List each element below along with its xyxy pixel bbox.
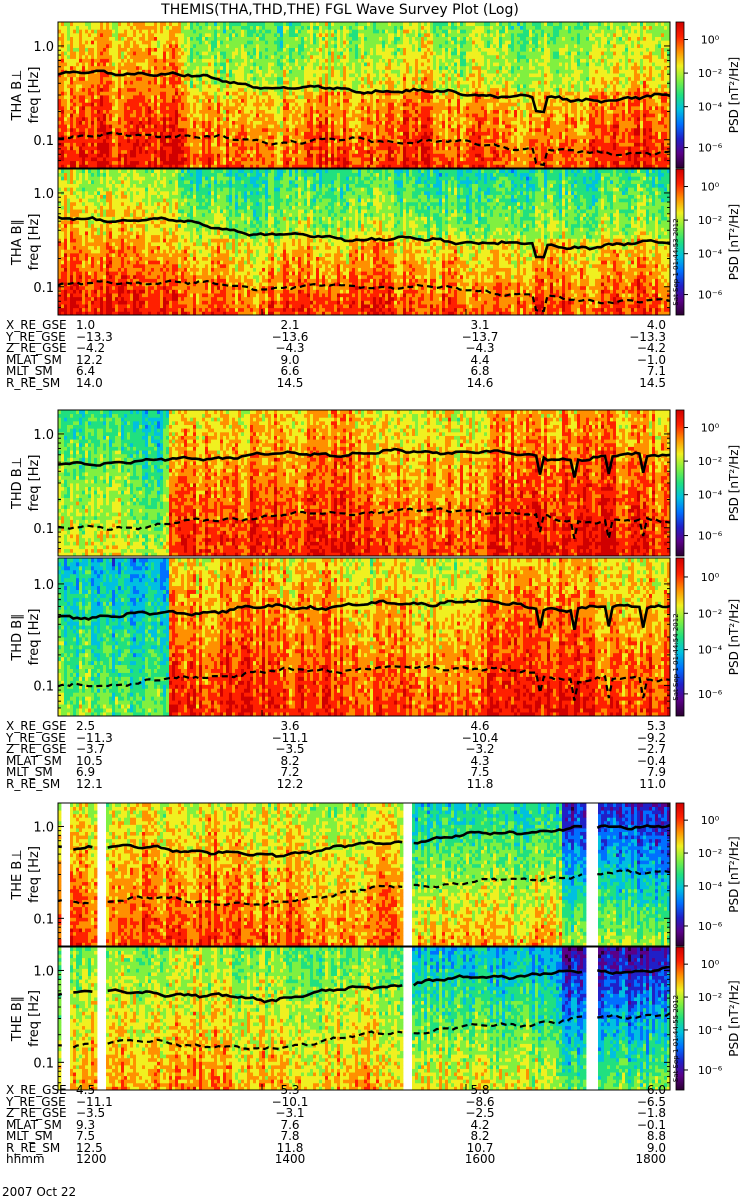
colorbar-label: PSD [nT²/Hz] bbox=[727, 204, 741, 280]
y-tick-label: 0.1 bbox=[33, 134, 54, 149]
the-panel-par: 1.0 0.1 freq [Hz]THE B∥ 10⁰ 10⁻² 10⁻⁴ 10⁻⁶ PSD … bbox=[10, 947, 741, 1090]
colorbar-label: PSD [nT²/Hz] bbox=[727, 599, 741, 675]
colorbar-tick-label: 10⁰ bbox=[701, 181, 720, 194]
date-label: 2007 Oct 22 bbox=[2, 1186, 76, 1198]
colorbar-tick-label: 10⁻⁶ bbox=[698, 688, 723, 701]
colorbar-tick-label: 10⁰ bbox=[701, 34, 720, 47]
colorbar-tick-label: 10⁻⁶ bbox=[698, 1064, 723, 1077]
y-tick-label: 0.1 bbox=[33, 522, 54, 537]
ephemeris-value: 14.5 bbox=[639, 378, 666, 390]
panel-name: THA B⊥ bbox=[10, 70, 25, 122]
panel-name: THD B∥ bbox=[10, 613, 25, 661]
timestamp-stamp: Sat Sep 1 01:44:55 2012 bbox=[672, 995, 680, 1082]
colorbar: 10⁰ 10⁻² 10⁻⁴ 10⁻⁶ PSD [nT²/Hz] bbox=[676, 169, 741, 315]
colorbar: 10⁰ 10⁻² 10⁻⁴ 10⁻⁶ PSD [nT²/Hz] bbox=[676, 558, 741, 716]
ephemeris-value: 1600 bbox=[465, 1154, 496, 1166]
y-tick-label: 1.0 bbox=[33, 187, 54, 202]
the-ephemeris-table: X_RE_GSE 4.5 5.3 5.8 6.0 Y_RE_GSE −11.1 −10.1 −8… bbox=[0, 1085, 680, 1166]
ephemeris-row: R_RE_SM 14.0 14.5 14.6 14.5 bbox=[0, 378, 680, 390]
panel-ylabel: freq [Hz] bbox=[27, 990, 42, 1047]
colorbar-tick-label: 10⁻⁶ bbox=[698, 289, 723, 302]
ephemeris-row: MLAT_SM 12.2 9.0 4.4 −1.0 bbox=[0, 355, 680, 367]
ephemeris-value: 11.0 bbox=[639, 779, 666, 791]
panel-ylabel: freq [Hz] bbox=[27, 609, 42, 666]
thd-ephemeris-table: X_RE_GSE 2.5 3.6 4.6 5.3 Y_RE_GSE −11.3 −11.1 −1… bbox=[0, 721, 680, 790]
colorbar-tick-label: 10⁻² bbox=[698, 607, 722, 620]
thd-panel-par: 1.0 0.1 freq [Hz]THD B∥ 10⁰ 10⁻² 10⁻⁴ 10⁻⁶ PSD … bbox=[10, 558, 741, 716]
ephemeris-label: hhmm bbox=[6, 1154, 45, 1166]
colorbar-tick-label: 10⁻⁴ bbox=[698, 248, 723, 261]
y-tick-label: 1.0 bbox=[33, 820, 54, 835]
y-tick-label: 1.0 bbox=[33, 428, 54, 443]
ephemeris-row: hhmm 1200 1400 1600 1800 bbox=[0, 1154, 680, 1166]
colorbar-label: PSD [nT²/Hz] bbox=[727, 836, 741, 912]
colorbar-label: PSD [nT²/Hz] bbox=[727, 445, 741, 521]
colorbar-tick-label: 10⁰ bbox=[701, 571, 720, 584]
colorbar-tick-label: 10⁰ bbox=[701, 814, 720, 827]
colorbar-tick-label: 10⁻⁴ bbox=[698, 489, 723, 502]
ephemeris-row: MLAT_SM 10.5 8.2 4.3 −0.4 bbox=[0, 756, 680, 768]
colorbar-label: PSD [nT²/Hz] bbox=[727, 980, 741, 1056]
panel-ylabel: freq [Hz] bbox=[27, 214, 42, 271]
panel-name: THE B∥ bbox=[10, 996, 25, 1042]
y-tick-label: 0.1 bbox=[33, 1056, 54, 1071]
tha-ephemeris-table: X_RE_GSE 1.0 2.1 3.1 4.0 Y_RE_GSE −13.3 −13.6 −1… bbox=[0, 320, 680, 389]
ephemeris-value: 14.6 bbox=[467, 378, 494, 390]
spectrogram-figure: 1.00.1freq [Hz]THA B⊥10⁰10⁻²10⁻⁴10⁻⁶PSD … bbox=[0, 0, 750, 1200]
panel-ylabel: freq [Hz] bbox=[27, 455, 42, 512]
y-tick-label: 0.1 bbox=[33, 912, 54, 927]
colorbar: 10⁰ 10⁻² 10⁻⁴ 10⁻⁶ PSD [nT²/Hz] bbox=[676, 803, 741, 946]
ephemeris-value: 12.1 bbox=[76, 779, 103, 791]
y-tick-label: 1.0 bbox=[33, 578, 54, 593]
colorbar-tick-label: 10⁻² bbox=[698, 67, 722, 80]
ephemeris-row: R_RE_SM 12.1 12.2 11.8 11.0 bbox=[0, 779, 680, 791]
tha-panel-perp: 1.0 0.1 freq [Hz]THA B⊥ 10⁰ 10⁻² 10⁻⁴ 10⁻⁶ PSD … bbox=[10, 22, 741, 168]
panel-name: THD B⊥ bbox=[10, 457, 25, 510]
colorbar-tick-label: 10⁻⁶ bbox=[698, 142, 723, 155]
colorbar-label: PSD [nT²/Hz] bbox=[727, 57, 741, 133]
the-panel-perp: 1.0 0.1 freq [Hz]THE B⊥ 10⁰ 10⁻² 10⁻⁴ 10⁻⁶ PSD … bbox=[10, 803, 741, 946]
colorbar-tick-label: 10⁻⁴ bbox=[698, 101, 723, 114]
ephemeris-value: 12.2 bbox=[277, 779, 304, 791]
colorbar: 10⁰ 10⁻² 10⁻⁴ 10⁻⁶ PSD [nT²/Hz] bbox=[676, 410, 741, 556]
colorbar-tick-label: 10⁻² bbox=[698, 991, 722, 1004]
ephemeris-label: R_RE_SM bbox=[6, 779, 60, 791]
ephemeris-value: 1800 bbox=[635, 1154, 666, 1166]
colorbar-tick-label: 10⁻⁴ bbox=[698, 1024, 723, 1037]
thd-panel-perp: 1.0 0.1 freq [Hz]THD B⊥ 10⁰ 10⁻² 10⁻⁴ 10⁻⁶ PSD … bbox=[10, 410, 741, 556]
ephemeris-label: R_RE_SM bbox=[6, 378, 60, 390]
tha-panel-par: 1.0 0.1 freq [Hz]THA B∥ 10⁰ 10⁻² 10⁻⁴ 10⁻⁶ PSD … bbox=[10, 169, 741, 315]
colorbar-tick-label: 10⁻² bbox=[698, 847, 722, 860]
colorbar-tick-label: 10⁻⁶ bbox=[698, 920, 723, 933]
colorbar-tick-label: 10⁻⁶ bbox=[698, 530, 723, 543]
colorbar-tick-label: 10⁻⁴ bbox=[698, 880, 723, 893]
panel-ylabel: freq [Hz] bbox=[27, 846, 42, 903]
y-tick-label: 1.0 bbox=[33, 40, 54, 55]
ephemeris-value: 11.8 bbox=[467, 779, 494, 791]
colorbar-tick-label: 10⁰ bbox=[701, 958, 720, 971]
colorbar-tick-label: 10⁻⁴ bbox=[698, 644, 723, 657]
colorbar: 10⁰ 10⁻² 10⁻⁴ 10⁻⁶ PSD [nT²/Hz] bbox=[676, 947, 741, 1090]
ephemeris-value: 1400 bbox=[275, 1154, 306, 1166]
panel-ylabel: freq [Hz] bbox=[27, 67, 42, 124]
colorbar: 10⁰ 10⁻² 10⁻⁴ 10⁻⁶ PSD [nT²/Hz] bbox=[676, 22, 741, 168]
colorbar-tick-label: 10⁻² bbox=[698, 214, 722, 227]
panel-name: THE B⊥ bbox=[10, 849, 25, 900]
ephemeris-value: 14.5 bbox=[277, 378, 304, 390]
ephemeris-value: 14.0 bbox=[76, 378, 103, 390]
timestamp-stamp: Sat Sep 1 01:44:53 2012 bbox=[672, 218, 680, 305]
ephemeris-row: MLAT_SM 9.3 7.6 4.2 −0.1 bbox=[0, 1120, 680, 1132]
colorbar-tick-label: 10⁻² bbox=[698, 455, 722, 468]
colorbar-tick-label: 10⁰ bbox=[701, 422, 720, 435]
ephemeris-value: 1200 bbox=[76, 1154, 107, 1166]
timestamp-stamp: Sat Sep 1 01:44:54 2012 bbox=[672, 613, 680, 700]
y-tick-label: 0.1 bbox=[33, 281, 54, 296]
y-tick-label: 1.0 bbox=[33, 964, 54, 979]
y-tick-label: 0.1 bbox=[33, 679, 54, 694]
ephemeris-row: Z_RE_GSE −3.5 −3.1 −2.5 −1.8 bbox=[0, 1108, 680, 1120]
panel-name: THA B∥ bbox=[10, 219, 25, 266]
